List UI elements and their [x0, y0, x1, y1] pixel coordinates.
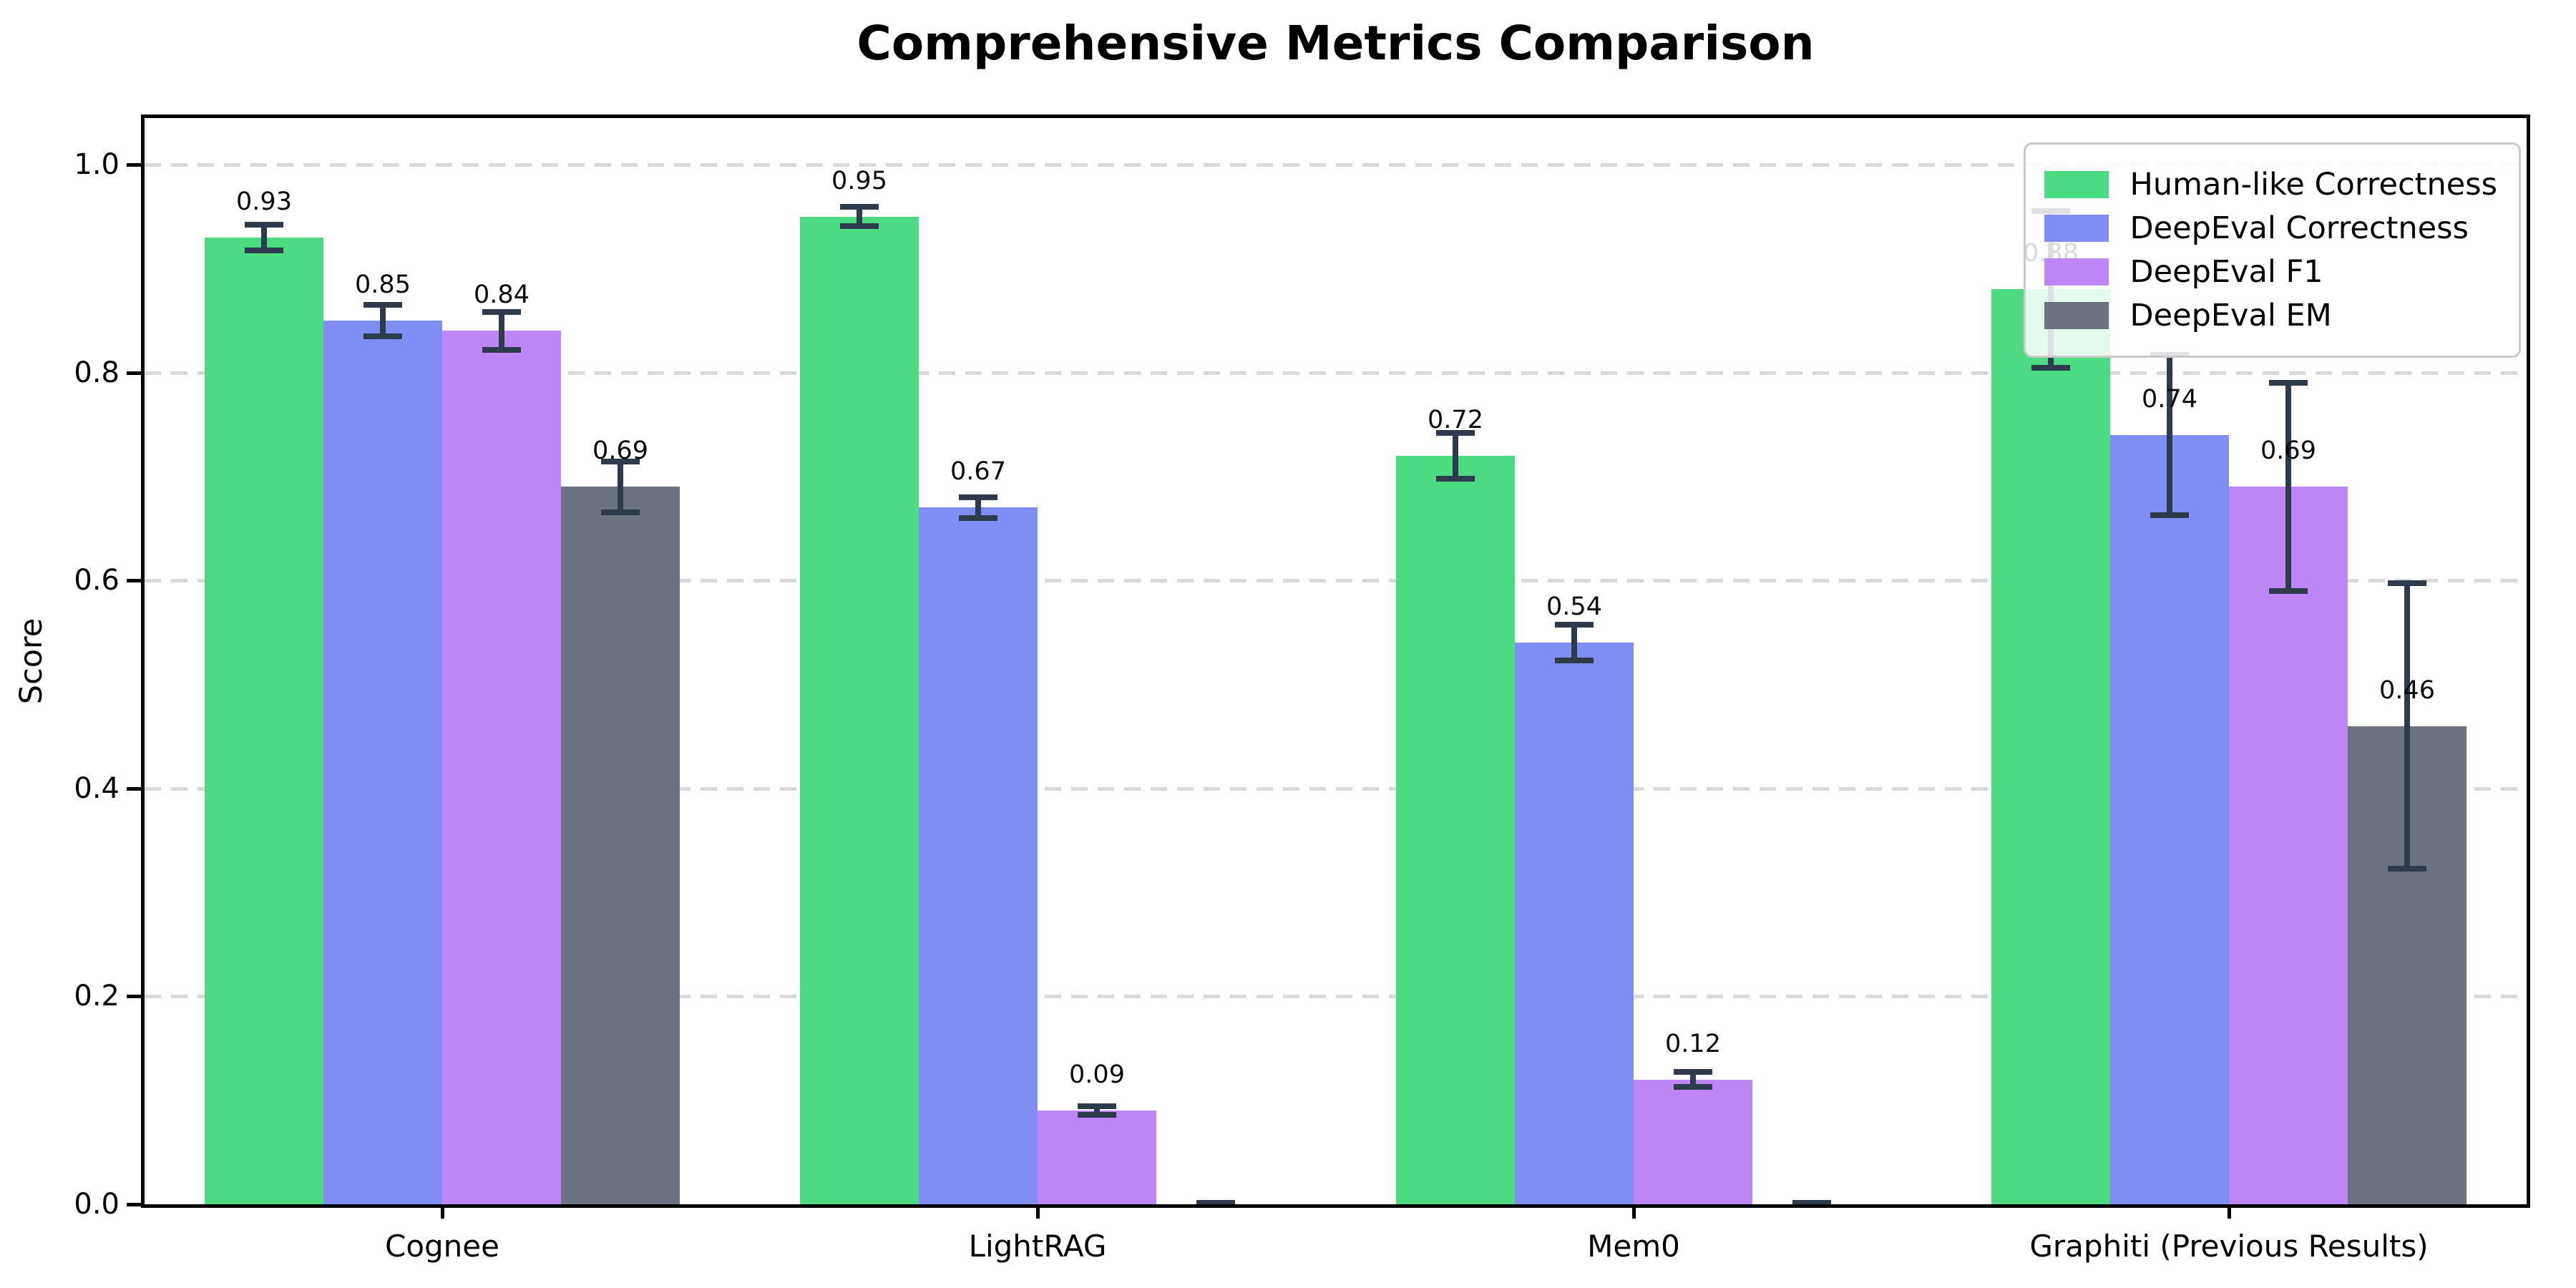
error-bar-mem0-deepeval-em — [1792, 1200, 1831, 1206]
error-bar-mem0-deepeval-f1 — [1674, 1069, 1712, 1090]
y-tick-label-0.0: 0.0 — [74, 1188, 119, 1221]
bar-graphiti-previous-results-deepeval-correctness — [2110, 435, 2229, 1204]
error-bar-graphiti-previous-results-deepeval-em — [2388, 580, 2426, 872]
bar-cognee-deepeval-f1 — [442, 331, 561, 1204]
gridline-0.6 — [145, 579, 2527, 582]
legend-item-deepeval-correctness: DeepEval Correctness — [2044, 210, 2497, 246]
bar-value-label-graphiti-previous-results-deepeval-f1: 0.69 — [2260, 436, 2316, 465]
bar-mem0-human-like-correctness — [1396, 456, 1515, 1204]
legend-swatch-deepeval-em — [2044, 302, 2109, 329]
bar-value-label-lightrag-deepeval-correctness: 0.67 — [950, 457, 1006, 486]
error-bar-mem0-deepeval-correctness — [1555, 622, 1594, 663]
bar-lightrag-deepeval-f1 — [1038, 1111, 1156, 1204]
error-bar-lightrag-deepeval-em — [1196, 1200, 1235, 1206]
bar-cognee-human-like-correctness — [205, 238, 323, 1204]
y-tick-label-0.2: 0.2 — [74, 980, 119, 1013]
legend-label-deepeval-correctness: DeepEval Correctness — [2129, 210, 2469, 246]
x-tick-mark-cognee — [441, 1204, 444, 1219]
legend-label-deepeval-f1: DeepEval F1 — [2129, 254, 2323, 290]
chart-title: Comprehensive Metrics Comparison — [857, 16, 1815, 71]
error-bar-graphiti-previous-results-deepeval-f1 — [2269, 380, 2308, 594]
y-tick-mark-0.6 — [127, 579, 141, 582]
error-bar-lightrag-human-like-correctness — [840, 204, 879, 229]
legend-label-human-like-correctness: Human-like Correctness — [2129, 167, 2497, 203]
y-tick-mark-0.0 — [127, 1203, 141, 1206]
x-category-label-cognee: Cognee — [385, 1229, 499, 1264]
bar-graphiti-previous-results-deepeval-f1 — [2229, 487, 2348, 1204]
legend-label-deepeval-em: DeepEval EM — [2129, 298, 2332, 333]
legend-item-human-like-correctness: Human-like Correctness — [2044, 167, 2497, 203]
bar-mem0-deepeval-correctness — [1515, 643, 1634, 1204]
x-tick-mark-mem0 — [1632, 1204, 1636, 1219]
error-bar-cognee-deepeval-f1 — [482, 309, 521, 353]
y-tick-label-0.4: 0.4 — [74, 772, 119, 805]
bar-graphiti-previous-results-human-like-correctness — [1991, 289, 2110, 1204]
y-tick-mark-0.8 — [127, 371, 141, 375]
x-category-label-mem0: Mem0 — [1587, 1229, 1680, 1264]
legend-swatch-human-like-correctness — [2044, 171, 2109, 198]
error-bar-lightrag-deepeval-f1 — [1078, 1103, 1116, 1118]
legend-item-deepeval-em: DeepEval EM — [2044, 298, 2497, 333]
legend-item-deepeval-f1: DeepEval F1 — [2044, 254, 2497, 290]
gridline-0.2 — [145, 995, 2527, 998]
error-bar-lightrag-deepeval-correctness — [959, 494, 997, 521]
gridline-0.8 — [145, 371, 2527, 375]
error-bar-mem0-human-like-correctness — [1436, 430, 1475, 482]
error-bar-graphiti-previous-results-deepeval-correctness — [2150, 352, 2189, 518]
error-bar-cognee-human-like-correctness — [245, 222, 283, 253]
x-category-label-lightrag: LightRAG — [968, 1229, 1107, 1264]
bar-lightrag-human-like-correctness — [800, 217, 919, 1204]
plot-area: Score Human-like Correctness DeepEval Cor… — [14, 114, 2530, 1264]
x-category-label-graphiti-previous-results: Graphiti (Previous Results) — [2029, 1229, 2429, 1264]
error-bar-cognee-deepeval-em — [601, 459, 640, 515]
bar-value-label-cognee-deepeval-em: 0.69 — [592, 436, 648, 465]
y-tick-mark-1.0 — [127, 163, 141, 167]
bar-cognee-deepeval-em — [561, 487, 680, 1204]
y-tick-mark-0.2 — [127, 995, 141, 998]
y-tick-label-0.6: 0.6 — [74, 564, 119, 597]
y-tick-label-1.0: 1.0 — [74, 148, 119, 181]
y-tick-mark-0.4 — [127, 787, 141, 791]
bar-cognee-deepeval-correctness — [323, 321, 442, 1204]
legend-swatch-deepeval-correctness — [2044, 215, 2109, 242]
bar-value-label-mem0-deepeval-f1: 0.12 — [1665, 1030, 1721, 1058]
x-tick-mark-lightrag — [1036, 1204, 1040, 1219]
gridline-1.0 — [145, 163, 2527, 167]
bar-mem0-deepeval-f1 — [1634, 1080, 1752, 1204]
legend: Human-like Correctness DeepEval Correctne… — [2023, 142, 2521, 358]
bar-value-label-lightrag-deepeval-f1: 0.09 — [1069, 1060, 1125, 1089]
bar-value-label-cognee-human-like-correctness: 0.93 — [236, 187, 292, 216]
bar-value-label-graphiti-previous-results-deepeval-correctness: 0.74 — [2142, 385, 2197, 414]
legend-swatch-deepeval-f1 — [2044, 258, 2109, 286]
bar-value-label-lightrag-human-like-correctness: 0.95 — [831, 167, 887, 195]
y-axis-title-text: Score — [14, 618, 49, 705]
error-bar-cognee-deepeval-correctness — [364, 302, 402, 339]
bar-value-label-cognee-deepeval-f1: 0.84 — [474, 280, 530, 309]
y-tick-label-0.8: 0.8 — [74, 356, 119, 389]
bar-lightrag-deepeval-correctness — [919, 507, 1038, 1204]
bar-value-label-cognee-deepeval-correctness: 0.85 — [355, 270, 411, 299]
bar-value-label-mem0-human-like-correctness: 0.72 — [1428, 406, 1483, 434]
bar-value-label-mem0-deepeval-correctness: 0.54 — [1546, 592, 1602, 621]
x-tick-mark-graphiti-previous-results — [2228, 1204, 2231, 1219]
gridline-0.4 — [145, 787, 2527, 791]
bar-value-label-graphiti-previous-results-deepeval-em: 0.46 — [2379, 676, 2435, 705]
